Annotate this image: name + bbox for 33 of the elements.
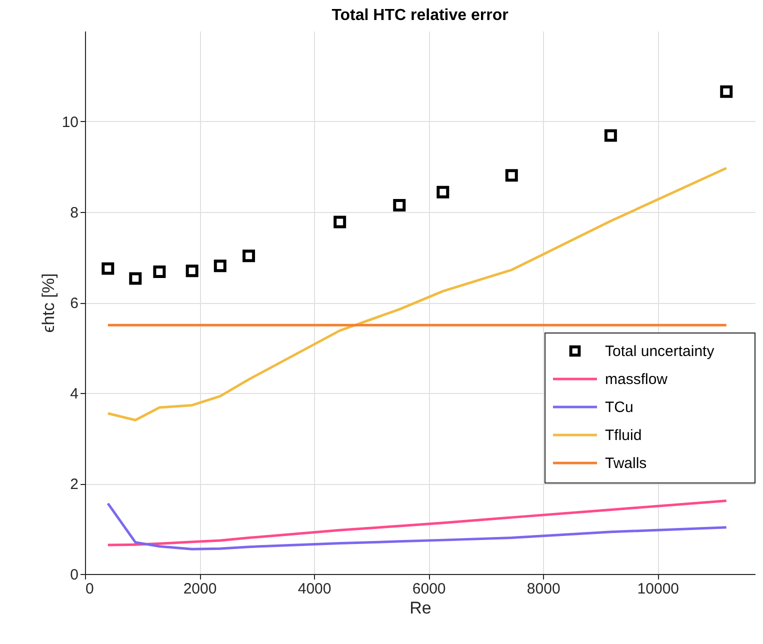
x-tick-label: 8000: [526, 580, 560, 598]
point: [102, 262, 114, 275]
x-tick-label: 10000: [637, 580, 680, 598]
y-tick-label: 6: [70, 295, 78, 312]
point: [436, 186, 450, 198]
legend-label: Total uncertainty: [605, 343, 715, 360]
point: [129, 272, 142, 285]
x-tick-label: 0: [86, 580, 94, 598]
point: [214, 260, 226, 272]
legend-label: massflow: [605, 371, 668, 388]
point: [334, 216, 346, 228]
y-tick-label: 10: [62, 114, 78, 131]
y-tick-label: 4: [70, 386, 78, 402]
point: [242, 250, 256, 262]
chart-title: Total HTC relative error: [332, 7, 508, 24]
point: [720, 85, 733, 98]
point: [604, 129, 617, 142]
x-tick-label: 4000: [298, 580, 332, 598]
point: [153, 265, 166, 278]
legend-label: Tfluid: [605, 427, 642, 444]
y-tick-label: 8: [70, 204, 78, 222]
x-axis-title: Re: [410, 598, 432, 618]
y-tick-label: 0: [70, 566, 78, 584]
line-series: [106, 166, 728, 422]
point: [505, 169, 518, 182]
legend-label: TCu: [605, 399, 634, 416]
x-tick-label: 6000: [412, 580, 446, 598]
y-axis-title: ϵhtc [%]: [38, 273, 58, 333]
y-tick-label: 2: [70, 476, 78, 493]
x-tick-label: 2000: [183, 580, 217, 598]
legend-label: Twalls: [605, 455, 647, 472]
point: [393, 198, 406, 212]
point: [186, 264, 198, 278]
